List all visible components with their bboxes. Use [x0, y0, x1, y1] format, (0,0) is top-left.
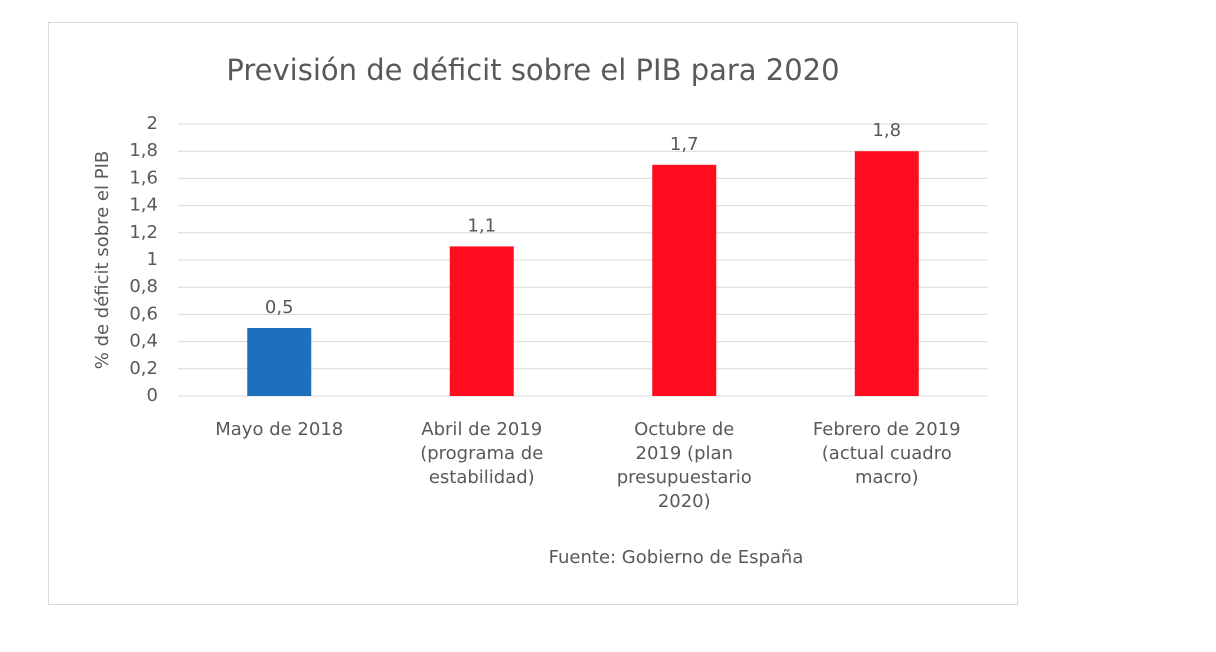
bar — [449, 246, 514, 396]
bar — [247, 328, 312, 396]
x-tick-label: Abril de 2019 (programa de estabilidad) — [420, 419, 544, 488]
x-tick-label: Mayo de 2018 — [215, 419, 344, 440]
y-axis-title: % de déficit sobre el PIB — [92, 151, 113, 370]
source-note: Fuente: Gobierno de España — [549, 547, 804, 568]
y-tick-label: 1,2 — [129, 222, 158, 243]
y-tick-label: 0,2 — [129, 358, 158, 379]
value-label: 0,5 — [265, 297, 294, 318]
x-tick-label: Octubre de 2019 (plan presupuestario 202… — [616, 419, 752, 512]
y-tick-label: 2 — [147, 113, 158, 134]
y-tick-label: 0,8 — [129, 276, 158, 297]
chart-frame — [48, 22, 1018, 605]
y-tick-label: 1 — [147, 249, 158, 270]
value-label: 1,1 — [467, 215, 496, 236]
y-tick-label: 0 — [147, 385, 158, 406]
y-tick-label: 0,6 — [129, 303, 158, 324]
y-tick-label: 1,8 — [129, 140, 158, 161]
y-tick-label: 1,6 — [129, 167, 158, 188]
chart-title: Previsión de déficit sobre el PIB para 2… — [226, 53, 839, 87]
value-label: 1,7 — [670, 134, 699, 155]
y-tick-label: 1,4 — [129, 195, 158, 216]
value-label: 1,8 — [872, 120, 901, 141]
x-tick-label: Febrero de 2019 (actual cuadro macro) — [812, 419, 961, 488]
bar — [854, 151, 919, 396]
bar — [652, 164, 717, 396]
y-tick-label: 0,4 — [129, 331, 158, 352]
